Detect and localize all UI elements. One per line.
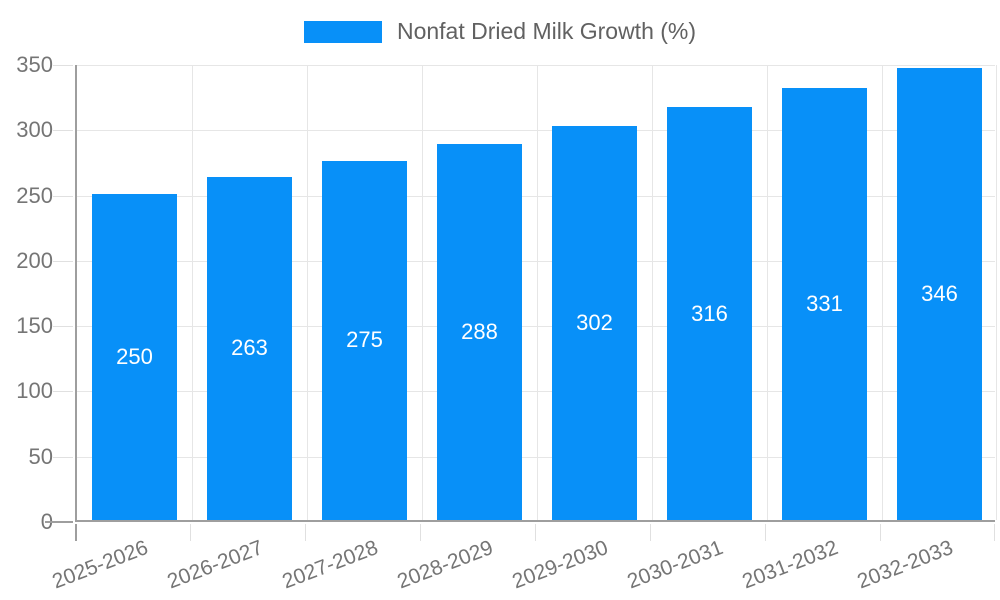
- legend-item-nonfat-dried-milk-growth[interactable]: Nonfat Dried Milk Growth (%): [303, 18, 697, 45]
- y-tick-mark: [53, 326, 73, 328]
- gridline-vertical: [652, 65, 653, 520]
- bar-value-label: 250: [116, 343, 153, 369]
- bar-value-label: 263: [231, 335, 268, 361]
- y-axis: 0 50 100 150 200 250 300 350: [0, 53, 75, 534]
- x-tick-label: 2025-2026: [48, 536, 151, 594]
- gridline-horizontal: [77, 456, 995, 458]
- gridline-horizontal: [77, 391, 995, 393]
- y-tick-label: 300: [16, 117, 53, 143]
- y-tick-mark: [53, 456, 73, 458]
- x-tick-label: 2028-2029: [393, 536, 496, 594]
- gridline-vertical: [882, 65, 883, 520]
- x-tick-mark: [420, 524, 421, 541]
- gridline-horizontal: [77, 195, 995, 197]
- y-tick-label: 350: [16, 52, 53, 77]
- x-tick-mark: [305, 524, 306, 541]
- x-tick-label: 2031-2032: [738, 536, 841, 594]
- gridline-horizontal: [77, 65, 995, 66]
- bar-2029-2030[interactable]: 302: [552, 125, 637, 520]
- gridline-vertical: [307, 65, 308, 520]
- bar-value-label: 288: [461, 318, 498, 344]
- x-tick-label: 2026-2027: [163, 536, 266, 594]
- bar-2032-2033[interactable]: 346: [897, 68, 982, 520]
- bar-2025-2026[interactable]: 250: [92, 193, 177, 520]
- x-tick-label: 2030-2031: [623, 536, 726, 594]
- bar-value-label: 331: [806, 290, 843, 316]
- y-tick-mark: [53, 65, 73, 66]
- gridline-vertical: [996, 65, 997, 520]
- y-tick-label: 150: [16, 313, 53, 339]
- gridline-horizontal: [77, 260, 995, 262]
- bar-value-label: 316: [691, 300, 728, 326]
- gridline-vertical: [767, 65, 768, 520]
- y-tick-label: 100: [16, 378, 53, 404]
- gridline-horizontal: [77, 326, 995, 328]
- x-tick-mark: [75, 524, 77, 541]
- x-axis: [75, 524, 995, 542]
- legend-swatch: [303, 20, 382, 43]
- chart-legend: Nonfat Dried Milk Growth (%): [0, 18, 1000, 45]
- x-tick-label: 2027-2028: [278, 536, 381, 594]
- x-tick-mark: [994, 524, 995, 541]
- gridline-vertical: [192, 65, 193, 520]
- legend-label: Nonfat Dried Milk Growth (%): [396, 18, 697, 44]
- y-tick-mark: [53, 195, 73, 197]
- bar-value-label: 302: [576, 309, 613, 335]
- x-tick-mark: [650, 524, 651, 541]
- gridline-horizontal: [77, 130, 995, 132]
- bar-2027-2028[interactable]: 275: [322, 160, 407, 520]
- y-tick-mark: [45, 521, 73, 523]
- x-tick-mark: [765, 524, 766, 541]
- gridline-vertical: [422, 65, 423, 520]
- y-tick-label: 200: [16, 247, 53, 273]
- bar-2028-2029[interactable]: 288: [437, 143, 522, 520]
- bar-2031-2032[interactable]: 331: [782, 87, 867, 520]
- x-tick-label: 2032-2033: [853, 536, 956, 594]
- x-tick-mark: [880, 524, 881, 541]
- bar-value-label: 275: [346, 327, 383, 353]
- y-tick-label: 250: [16, 182, 53, 208]
- y-tick-mark: [53, 130, 73, 132]
- y-tick-mark: [53, 391, 73, 393]
- bar-2030-2031[interactable]: 316: [667, 107, 752, 520]
- bar-2026-2027[interactable]: 263: [207, 176, 292, 520]
- y-tick-label: 50: [28, 443, 53, 469]
- gridline-vertical: [537, 65, 538, 520]
- x-tick-label: 2029-2030: [508, 536, 611, 594]
- y-tick-mark: [53, 260, 73, 262]
- bar-value-label: 346: [921, 281, 958, 307]
- x-tick-mark: [535, 524, 536, 541]
- x-tick-mark: [190, 524, 191, 541]
- plot-area: 250 263 275 288 302 316 331 346: [75, 65, 997, 522]
